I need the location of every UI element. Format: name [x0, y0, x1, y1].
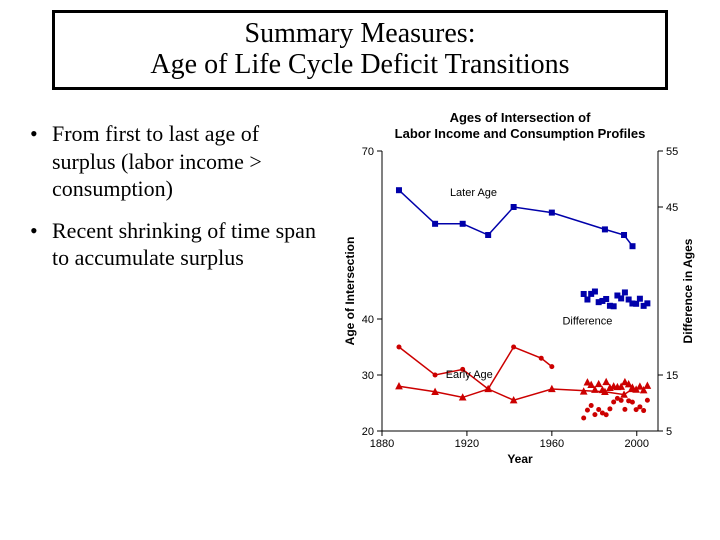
bullet-content: From first to last age of surplus (labor…: [30, 120, 320, 286]
svg-text:Early Age: Early Age: [446, 369, 493, 381]
chart-title: Ages of Intersection of Labor Income and…: [340, 110, 700, 141]
svg-text:1880: 1880: [370, 438, 394, 450]
svg-text:Later Age: Later Age: [450, 187, 497, 199]
svg-text:2000: 2000: [625, 438, 649, 450]
chart-svg: 1880 1920 1960 2000 20 30 40 70 5 15 45 55 Year Age o…: [340, 141, 700, 471]
title-line-1: Summary Measures:: [245, 19, 476, 50]
svg-text:Age of Intersection: Age of Intersection: [343, 237, 357, 346]
svg-text:40: 40: [362, 314, 374, 326]
bullet-item: Recent shrinking of time span to accumul…: [30, 217, 320, 272]
svg-text:55: 55: [666, 146, 678, 158]
chart-container: Ages of Intersection of Labor Income and…: [340, 110, 700, 480]
svg-text:Difference: Difference: [562, 316, 612, 328]
svg-text:30: 30: [362, 370, 374, 382]
svg-text:45: 45: [666, 202, 678, 214]
svg-text:1960: 1960: [540, 438, 564, 450]
svg-text:70: 70: [362, 146, 374, 158]
title-box: Summary Measures: Age of Life Cycle Defi…: [52, 10, 668, 90]
svg-text:5: 5: [666, 426, 672, 438]
svg-text:Year: Year: [507, 452, 533, 466]
bullet-item: From first to last age of surplus (labor…: [30, 120, 320, 203]
title-line-2: Age of Life Cycle Deficit Transitions: [150, 50, 569, 81]
svg-text:1920: 1920: [455, 438, 479, 450]
chart-title-line2: Labor Income and Consumption Profiles: [395, 126, 646, 141]
svg-text:15: 15: [666, 370, 678, 382]
svg-text:20: 20: [362, 426, 374, 438]
svg-text:Difference in Ages: Difference in Ages: [681, 238, 695, 343]
chart-title-line1: Ages of Intersection of: [450, 110, 591, 125]
